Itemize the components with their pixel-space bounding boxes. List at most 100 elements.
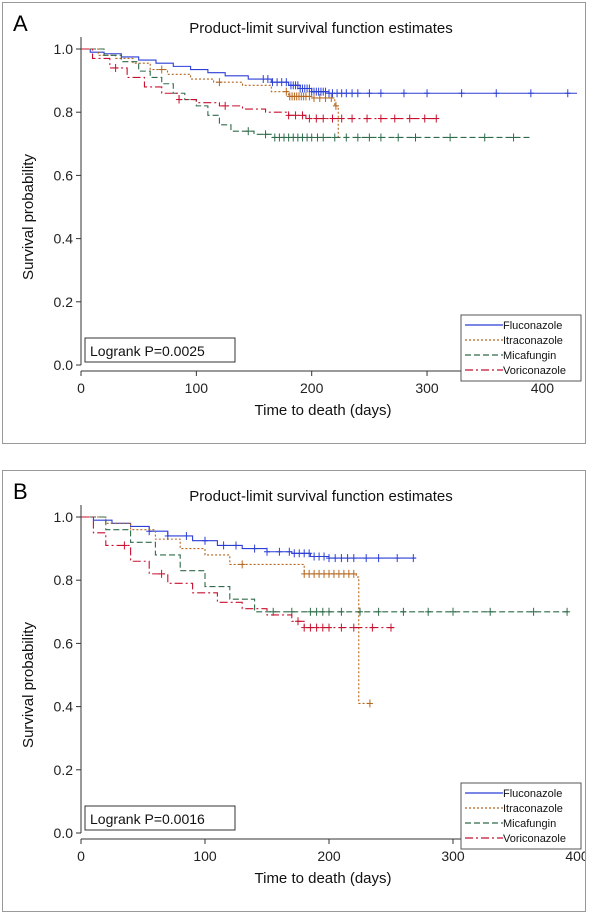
censor-mark <box>313 623 320 632</box>
y-tick-label: 0.8 <box>54 572 74 588</box>
censor-mark <box>343 89 350 98</box>
censor-mark <box>328 93 335 102</box>
censor-mark <box>564 89 571 98</box>
censor-mark <box>319 607 326 616</box>
censor-mark <box>350 554 357 563</box>
x-tick-label: 400 <box>531 380 555 396</box>
censor-mark <box>331 133 338 142</box>
x-tick-label: 300 <box>441 848 465 864</box>
x-axis-title: Time to death (days) <box>255 402 392 419</box>
series-line-micafungin <box>81 516 571 613</box>
censor-mark <box>326 607 332 616</box>
censor-mark <box>264 75 271 84</box>
censor-mark <box>433 114 440 123</box>
censor-mark <box>493 89 500 98</box>
censor-mark <box>146 527 153 536</box>
logrank-box <box>84 805 236 831</box>
censor-mark <box>487 607 494 616</box>
censor-mark <box>220 541 227 550</box>
censor-mark <box>350 569 357 578</box>
censor-mark <box>388 623 394 632</box>
censor-mark <box>394 554 401 563</box>
censor-mark <box>425 607 432 616</box>
censor-mark <box>285 111 292 120</box>
x-tick-label: 200 <box>300 380 324 396</box>
series-line-itraconazole <box>81 48 339 138</box>
censor-mark <box>222 101 229 110</box>
censor-mark <box>158 569 165 578</box>
censor-mark <box>295 617 301 626</box>
logrank-annotation: Logrank P=0.0025 <box>90 343 205 359</box>
legend-label: Fluconazole <box>503 788 562 800</box>
censor-mark <box>354 133 361 142</box>
censor-mark <box>176 95 183 104</box>
x-tick-label: 0 <box>77 380 85 396</box>
censor-mark <box>375 554 382 563</box>
censor-mark <box>364 114 371 123</box>
legend-label: Fluconazole <box>503 320 562 332</box>
panel-letter: B <box>13 479 28 504</box>
survival-chart-b: B Product-limit survival function estimat… <box>13 479 585 887</box>
censor-mark <box>320 114 327 123</box>
y-tick-label: 1.0 <box>54 41 74 57</box>
y-tick-label: 0.6 <box>54 167 74 183</box>
legend-label: Micafungin <box>503 350 556 362</box>
series-line-voriconazole <box>81 516 398 629</box>
censor-mark <box>308 133 315 142</box>
legend-label: Itraconazole <box>503 803 563 815</box>
censor-mark <box>262 130 269 139</box>
y-axis-title: Survival probability <box>20 154 37 280</box>
legend-label: Voriconazole <box>503 365 566 377</box>
chart-title: Product-limit survival function estimate… <box>189 20 452 37</box>
censor-mark <box>307 607 314 616</box>
censor-mark <box>530 607 537 616</box>
censor-mark <box>326 623 332 632</box>
censor-mark <box>299 111 306 120</box>
censor-mark <box>319 623 326 632</box>
censor-mark <box>377 133 384 142</box>
censor-mark <box>286 547 293 556</box>
y-tick-label: 0.2 <box>54 762 74 778</box>
survival-chart-a: A Product-limit survival function estimat… <box>13 11 582 419</box>
censor-mark <box>329 114 336 123</box>
logrank-box <box>84 337 236 363</box>
censor-mark <box>307 623 314 632</box>
censor-mark <box>349 89 356 98</box>
legend-label: Itraconazole <box>503 335 563 347</box>
censor-mark <box>481 133 488 142</box>
censor-mark <box>158 65 165 74</box>
x-tick-label: 0 <box>77 848 85 864</box>
logrank-annotation: Logrank P=0.0016 <box>90 811 205 827</box>
censor-mark <box>447 133 454 142</box>
censor-mark <box>321 552 328 561</box>
censor-mark <box>366 699 373 708</box>
y-tick-label: 0.0 <box>54 825 74 841</box>
censor-mark <box>239 560 246 569</box>
censor-mark <box>121 541 128 550</box>
censor-mark <box>406 114 413 123</box>
x-tick-label: 200 <box>317 848 341 864</box>
y-axis-title: Survival probability <box>20 622 37 748</box>
censor-mark <box>391 114 398 123</box>
censor-mark <box>412 133 419 142</box>
censor-mark <box>350 623 357 632</box>
censor-mark <box>338 607 345 616</box>
censor-mark <box>510 133 517 142</box>
censor-mark <box>400 607 407 616</box>
y-tick-label: 0.8 <box>54 104 74 120</box>
series-line-micafungin <box>81 48 531 139</box>
censor-mark <box>366 133 373 142</box>
censor-mark <box>326 554 332 563</box>
censor-mark <box>338 623 345 632</box>
censor-mark <box>264 547 270 556</box>
censor-mark <box>313 114 320 123</box>
censor-mark <box>395 133 402 142</box>
censor-mark <box>458 89 465 98</box>
censor-mark <box>251 544 258 553</box>
y-tick-label: 0.4 <box>54 231 74 247</box>
series-line-fluconazole <box>81 516 416 559</box>
censor-mark <box>313 607 320 616</box>
censor-mark <box>400 89 407 98</box>
survival-panel-b: B Product-limit survival function estimat… <box>2 470 586 912</box>
censor-mark <box>306 92 313 101</box>
